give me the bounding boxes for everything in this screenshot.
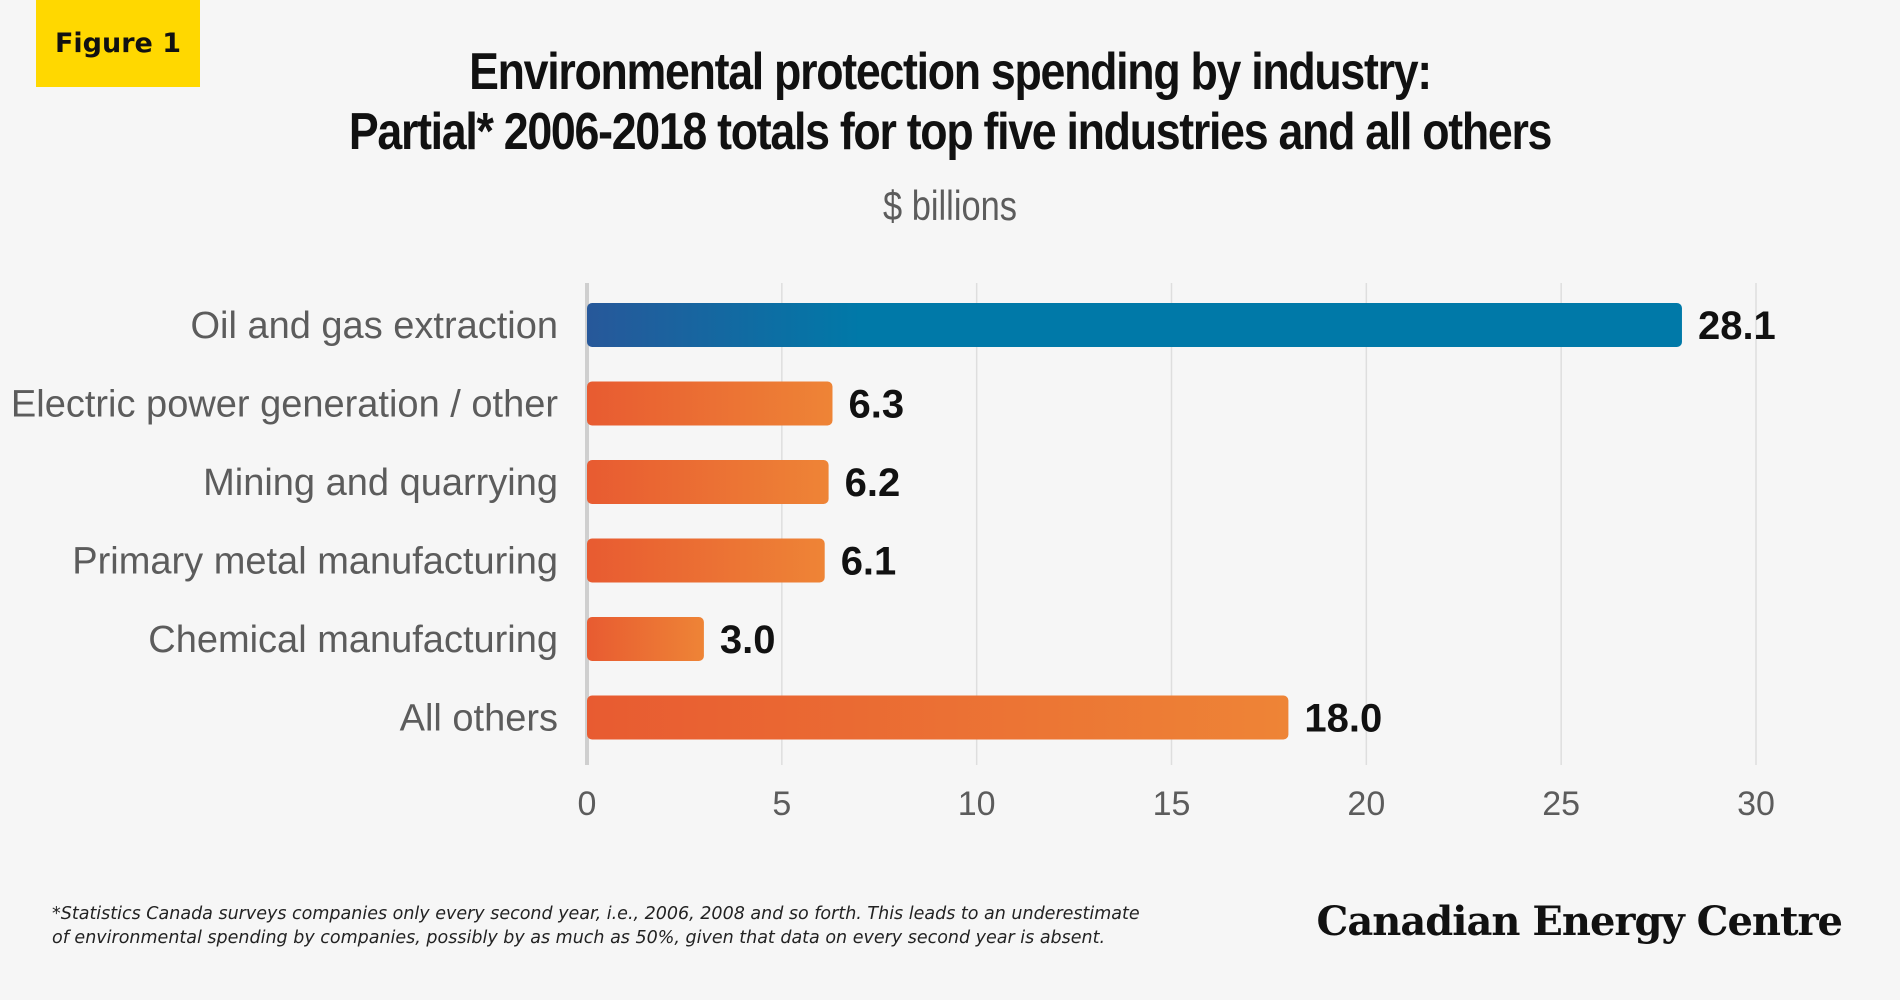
unit-label: $ billions bbox=[882, 182, 1018, 229]
footnote-line-2: of environmental spending by companies, … bbox=[52, 928, 1106, 948]
category-label: Mining and quarrying bbox=[203, 462, 558, 504]
value-label: 6.2 bbox=[845, 461, 901, 505]
bar bbox=[587, 303, 1682, 347]
value-label: 3.0 bbox=[720, 618, 776, 662]
value-label: 18.0 bbox=[1304, 697, 1382, 741]
bar bbox=[587, 460, 829, 504]
value-label: 28.1 bbox=[1698, 304, 1776, 348]
value-label: 6.3 bbox=[848, 383, 904, 427]
bar bbox=[587, 381, 833, 426]
bar bbox=[587, 538, 825, 583]
x-tick-label: 5 bbox=[772, 785, 791, 823]
figure-badge: Figure 1 bbox=[36, 0, 200, 87]
x-tick-label: 20 bbox=[1347, 785, 1385, 823]
bar bbox=[587, 695, 1289, 740]
x-tick-labels: 0 5 10 15 20 25 30 bbox=[578, 785, 1775, 823]
value-labels: 28.1 6.3 6.2 6.1 3.0 18.0 bbox=[720, 304, 1776, 741]
x-tick-label: 30 bbox=[1737, 785, 1775, 823]
category-label: Electric power generation / other bbox=[11, 384, 558, 426]
x-tick-label: 10 bbox=[958, 785, 996, 823]
bar bbox=[587, 617, 704, 661]
category-labels: Oil and gas extraction Electric power gen… bbox=[11, 305, 558, 740]
category-label: All others bbox=[400, 698, 558, 740]
chart-title-line-2: Partial* 2006-2018 totals for top five i… bbox=[348, 103, 1553, 161]
x-tick-label: 15 bbox=[1153, 785, 1191, 823]
chart-title-line-1: Environmental protection spending by ind… bbox=[469, 43, 1432, 101]
grid-lines bbox=[585, 283, 1757, 765]
footnote-line-1: *Statistics Canada surveys companies onl… bbox=[52, 904, 1140, 924]
value-label: 6.1 bbox=[841, 540, 897, 584]
brand-logo: Canadian Energy Centre bbox=[1316, 898, 1843, 945]
category-label: Oil and gas extraction bbox=[190, 305, 558, 347]
bars bbox=[587, 303, 1682, 740]
x-tick-label: 25 bbox=[1542, 785, 1580, 823]
category-label: Chemical manufacturing bbox=[148, 619, 558, 661]
category-label: Primary metal manufacturing bbox=[72, 541, 558, 583]
x-tick-label: 0 bbox=[578, 785, 597, 823]
footnote: *Statistics Canada surveys companies onl… bbox=[52, 902, 1172, 950]
